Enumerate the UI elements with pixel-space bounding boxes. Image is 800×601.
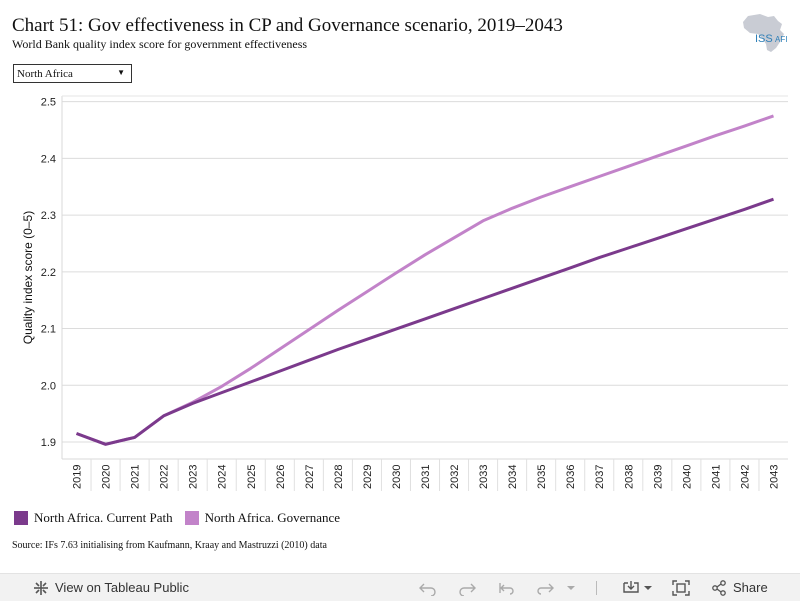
x-tick-label: 2041 — [710, 465, 722, 489]
x-tick-label: 2026 — [275, 465, 287, 489]
redo-icon — [459, 583, 476, 596]
x-tick-label: 2038 — [623, 465, 635, 489]
share-label: Share — [733, 580, 768, 595]
legend: North Africa. Current Path North Africa.… — [14, 510, 340, 526]
x-tick-label: 2037 — [594, 465, 606, 489]
tableau-icon — [34, 580, 48, 595]
refresh-dropdown[interactable] — [566, 574, 576, 601]
download-button[interactable] — [622, 574, 653, 601]
series-line — [75, 114, 774, 446]
y-tick-label: 1.9 — [41, 437, 56, 449]
undo-button[interactable] — [418, 574, 438, 601]
x-tick-label: 2042 — [739, 465, 751, 489]
grid-layer — [62, 101, 788, 443]
x-tick-label: 2025 — [246, 465, 258, 489]
y-tick-label: 2.3 — [41, 210, 56, 222]
share-button[interactable]: Share — [711, 574, 768, 601]
share-icon — [712, 579, 726, 596]
x-tick-label: 2024 — [217, 465, 229, 489]
x-tick-label: 2039 — [652, 465, 664, 489]
revert-icon — [499, 582, 514, 595]
iss-africa-logo: ISS AFI — [743, 14, 787, 52]
logo-suffix: AFI — [775, 35, 787, 44]
redo-button[interactable] — [457, 574, 477, 601]
x-tick-label: 2023 — [188, 465, 200, 489]
revert-button[interactable] — [497, 574, 517, 601]
caret-down-icon — [644, 585, 652, 590]
legend-item-governance[interactable]: North Africa. Governance — [184, 510, 340, 526]
x-tick-label: 2034 — [507, 465, 519, 489]
x-tick-label: 2040 — [681, 465, 693, 489]
y-tick-label: 2.5 — [41, 97, 56, 109]
undo-icon — [419, 583, 436, 596]
y-tick-label: 2.2 — [41, 267, 56, 279]
fullscreen-icon — [672, 579, 690, 596]
africa-map-icon — [743, 14, 784, 52]
toolbar-divider — [596, 581, 597, 595]
x-tick-label: 2029 — [362, 465, 374, 489]
x-tick-label: 2027 — [304, 465, 316, 489]
x-tick-label: 2035 — [536, 465, 548, 489]
x-tick-label: 2031 — [420, 465, 432, 489]
refresh-icon — [537, 583, 554, 595]
line-chart: 1.9 2.0 2.1 2.2 2.3 2.4 2.5 2019 2020 2021 2022 202… — [21, 95, 788, 491]
refresh-button[interactable] — [535, 574, 555, 601]
region-select-value: North Africa — [17, 67, 73, 80]
y-tick-label: 2.0 — [41, 380, 56, 392]
region-select[interactable]: North Africa ▼ — [13, 64, 132, 83]
x-tick-label: 2019 — [72, 465, 84, 489]
series-layer — [75, 114, 774, 446]
legend-item-current-path[interactable]: North Africa. Current Path — [14, 510, 173, 526]
caret-down-icon: ▼ — [117, 68, 125, 77]
x-tick-label: 2022 — [159, 465, 171, 489]
logo-text: ISS — [755, 33, 773, 45]
source-note: Source: IFs 7.63 initialising from Kaufm… — [12, 540, 327, 551]
view-on-tableau-button[interactable]: View on Tableau Public — [33, 574, 189, 601]
x-tick-label: 2043 — [768, 465, 780, 489]
legend-label: North Africa. Governance — [204, 510, 340, 525]
view-on-tableau-label: View on Tableau Public — [55, 580, 189, 595]
y-tick-label: 2.4 — [41, 153, 56, 165]
fullscreen-button[interactable] — [672, 574, 690, 601]
series-line — [75, 197, 774, 446]
y-axis-label: Quality index score (0–5) — [21, 211, 35, 344]
tableau-toolbar: View on Tableau Public Share — [0, 573, 800, 601]
download-icon — [623, 580, 639, 593]
y-tick-label: 2.1 — [41, 324, 56, 336]
legend-label: North Africa. Current Path — [34, 510, 173, 525]
chart-title: Chart 51: Gov effectiveness in CP and Go… — [12, 15, 563, 36]
x-tick-label: 2030 — [391, 465, 403, 489]
x-tick-label: 2028 — [333, 465, 345, 489]
legend-swatch — [14, 511, 28, 525]
caret-down-icon — [567, 585, 575, 590]
x-tick-label: 2032 — [449, 465, 461, 489]
x-tick-label: 2036 — [565, 465, 577, 489]
x-tick-label: 2033 — [478, 465, 490, 489]
x-tick-label: 2021 — [130, 465, 142, 489]
legend-swatch — [184, 511, 199, 525]
chart-subtitle: World Bank quality index score for gover… — [12, 37, 308, 51]
x-tick-label: 2020 — [101, 465, 113, 489]
axis-layer: 1.9 2.0 2.1 2.2 2.3 2.4 2.5 2019 2020 2021 2022 202… — [41, 95, 788, 491]
